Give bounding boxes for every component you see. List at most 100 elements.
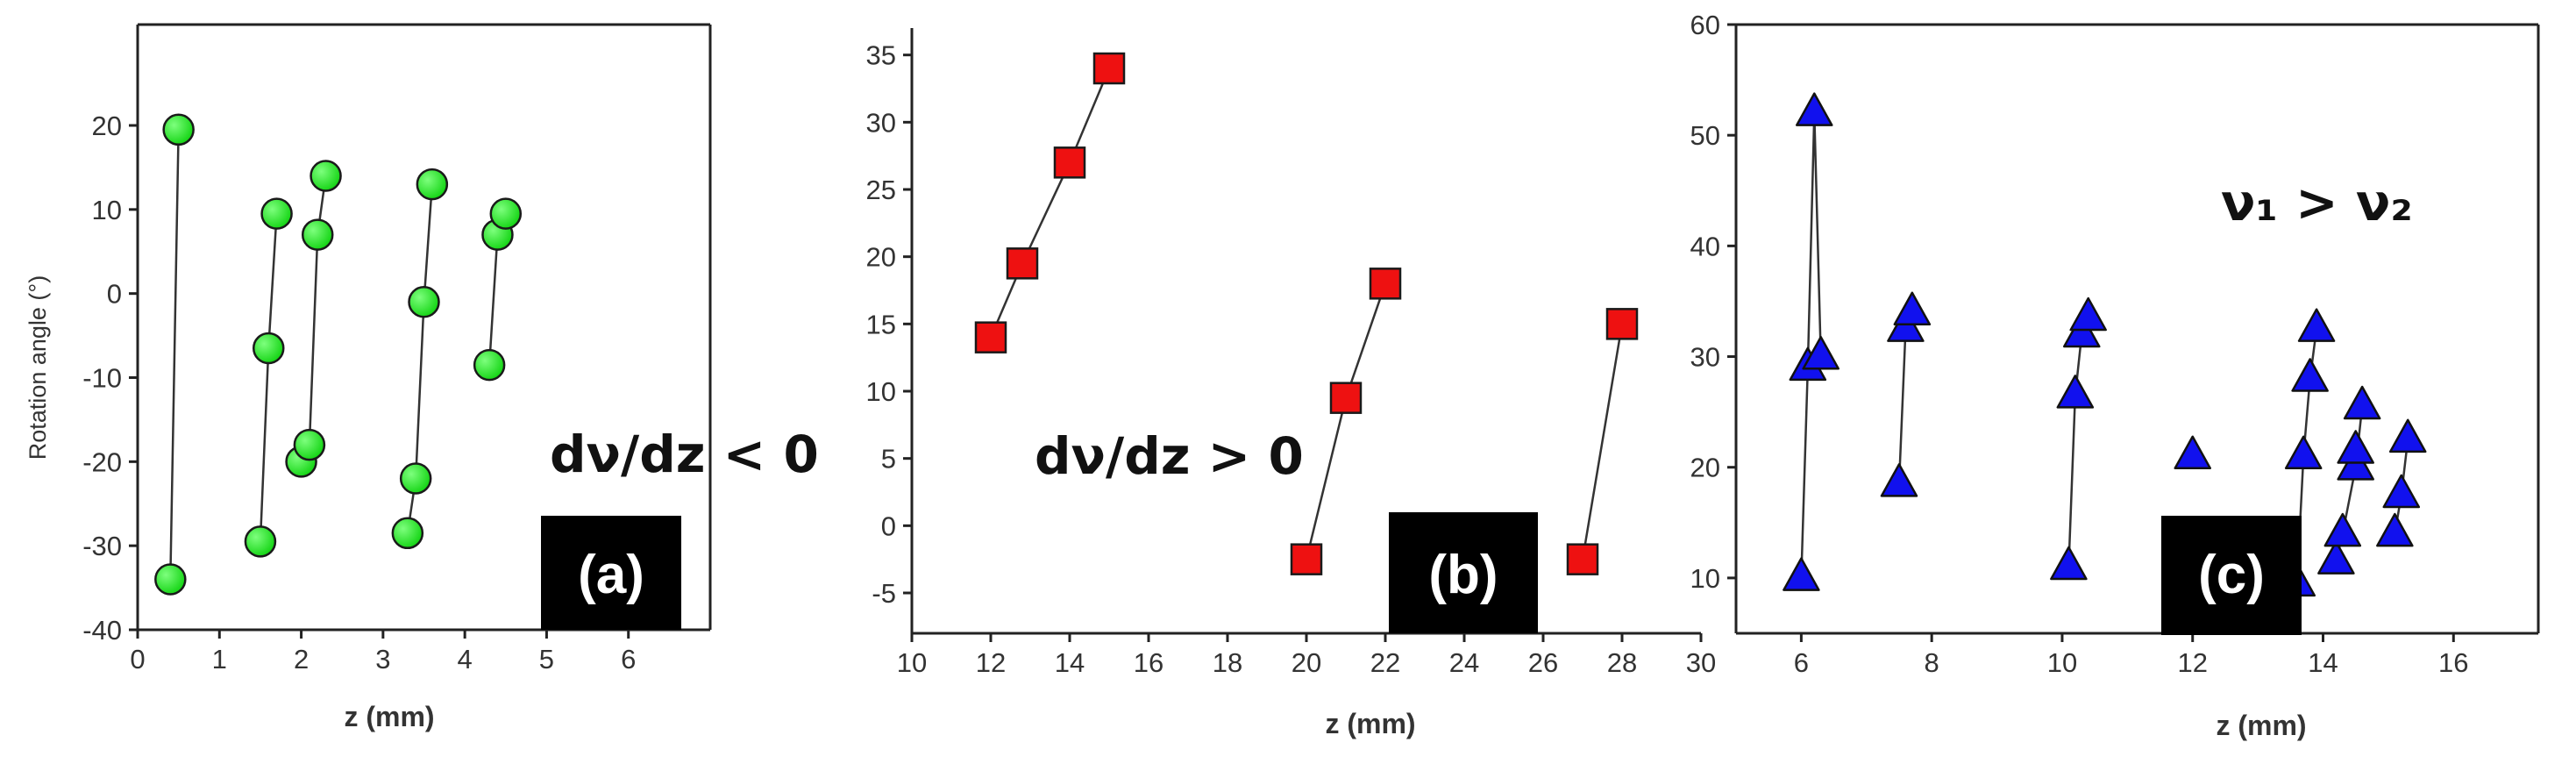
panel-b-tag-box: [1389, 512, 1538, 633]
panel-b-y-tick-label: 30: [866, 107, 896, 138]
panel-b-data-point: [1369, 268, 1402, 300]
panel-a-y-tick-label: -20: [82, 446, 122, 477]
panel-a-ylabel: Rotation angle (°): [25, 275, 51, 460]
panel-a: 0 1 2 3 4 5 6 -40 -30 -20 -10 0 10 20 z (mm) Rotation…: [25, 23, 819, 732]
panel-a-data-point: [244, 525, 277, 558]
panel-b-annotation: dν/dz > 0: [1035, 426, 1304, 486]
panel-c-y-tick-label: 40: [1690, 231, 1720, 261]
panel-b-tag: (b): [1428, 545, 1498, 605]
panel-c-data-point: [2337, 430, 2374, 464]
panel-c-y-tick-label: 10: [1690, 563, 1720, 594]
panel-a-x-tick-label: 2: [294, 644, 309, 675]
panel-c-annotation: ν₁ > ν₂: [2221, 173, 2413, 232]
panel-a-data-point: [260, 197, 293, 230]
panel-c-y-tick-label: 30: [1690, 342, 1720, 373]
panel-a-x-tick-label: 6: [621, 644, 636, 675]
panel-a-xlabel: z (mm): [344, 701, 434, 732]
panel-a-data-point: [399, 462, 432, 495]
panel-b-x-tick-label: 16: [1134, 647, 1163, 678]
panel-b-ticks: 10 12 14 16 18 20 22 24 26 28 30 -5 0 5 10 15 20 25 30 35: [866, 40, 1717, 678]
panel-a-tag-box: [541, 516, 681, 630]
panel-b: 10 12 14 16 18 20 22 24 26 28 30 -5 0 5 10 15 20 25 30 35 z…: [866, 28, 1717, 739]
panel-a-y-tick-label: 0: [107, 279, 122, 310]
panel-c-data-point: [1880, 463, 1918, 497]
panel-b-y-tick-label: 5: [881, 444, 896, 475]
panel-a-y-tick-label: -40: [82, 615, 122, 646]
panel-b-series-line: [989, 68, 1111, 339]
panel-c-x-tick-label: 14: [2308, 647, 2338, 678]
panel-b-data-point: [974, 321, 1007, 353]
panel-a-y-tick-label: 10: [92, 195, 122, 225]
panel-a-x-tick-label: 1: [212, 644, 227, 675]
panel-a-y-tick-label: -30: [82, 531, 122, 561]
panel-a-series-line: [406, 183, 434, 533]
panel-a-data-point: [489, 197, 523, 230]
panel-c-data-point: [1796, 92, 1833, 126]
panel-c-x-tick-label: 16: [2438, 647, 2468, 678]
panel-a-data-point: [253, 332, 285, 365]
panel-b-y-tick-label: 25: [866, 175, 896, 205]
panel-a-series-line: [169, 129, 180, 580]
panel-b-x-tick-label: 20: [1292, 647, 1321, 678]
panel-b-x-tick-label: 14: [1055, 647, 1085, 678]
panel-b-x-tick-label: 22: [1370, 647, 1400, 678]
panel-a-annotation: dν/dz < 0: [550, 425, 819, 484]
panel-c-data-point: [2343, 385, 2381, 420]
panel-a-data-point: [293, 428, 326, 461]
panel-b-x-tick-label: 18: [1213, 647, 1242, 678]
panel-b-marks: [974, 52, 1639, 575]
panel-a-data-point: [416, 168, 449, 201]
panel-b-series-line: [1581, 324, 1624, 560]
panel-a-data-point: [301, 218, 334, 251]
panel-a-x-tick-label: 0: [130, 644, 145, 675]
panel-c-x-tick-label: 10: [2047, 647, 2077, 678]
panel-c-ticks: 6 8 10 12 14 16 10 20 30 40 50 60: [1690, 10, 2469, 678]
panel-c-data-point: [2382, 474, 2421, 509]
panel-b-xlabel: z (mm): [1325, 708, 1415, 739]
panel-a-y-tick-label: 20: [92, 111, 122, 141]
panel-c-data-point: [1893, 291, 1932, 326]
panel-c-tag-box: [2161, 516, 2302, 635]
panel-b-data-point: [1605, 308, 1639, 340]
panel-b-frame: [910, 28, 1701, 635]
panel-a-data-point: [391, 517, 424, 550]
panel-a-x-tick-label: 4: [458, 644, 473, 675]
panel-a-ticks: 0 1 2 3 4 5 6 -40 -30 -20 -10 0 10 20: [82, 111, 636, 675]
panel-c-data-point: [2284, 435, 2323, 470]
panel-b-y-tick-label: -5: [872, 578, 896, 609]
panel-b-y-tick-label: 0: [881, 510, 896, 541]
panel-b-x-tick-label: 28: [1607, 647, 1637, 678]
panel-c: 6 8 10 12 14 16 10 20 30 40 50 60 z (mm) ν₁ > ν₂ (c…: [1690, 10, 2540, 741]
panel-a-series-line: [300, 175, 327, 462]
panel-b-data-point: [1566, 543, 1599, 575]
panel-b-series-line: [1305, 282, 1387, 560]
panel-a-x-tick-label: 5: [539, 644, 554, 675]
panel-a-data-point: [408, 286, 440, 318]
panel-c-series-line: [2067, 317, 2089, 568]
panel-c-series-line: [1800, 112, 1822, 578]
panel-c-data-point: [2056, 375, 2095, 409]
panel-b-y-tick-label: 15: [866, 309, 896, 339]
panel-a-y-tick-label: -10: [82, 363, 122, 394]
panel-b-x-tick-label: 30: [1686, 647, 1716, 678]
panel-b-data-point: [1329, 382, 1363, 414]
panel-c-x-tick-label: 6: [1794, 647, 1809, 678]
panel-b-y-tick-label: 35: [866, 40, 896, 71]
panel-c-data-point: [2174, 435, 2211, 470]
panel-c-data-point: [2376, 512, 2414, 547]
panel-c-data-point: [2069, 296, 2107, 332]
panel-c-data-point: [1783, 557, 1820, 591]
panel-c-x-tick-label: 8: [1925, 647, 1939, 678]
panel-b-data-point: [1053, 146, 1086, 179]
panel-c-data-point: [2050, 546, 2088, 581]
panel-c-data-point: [2323, 512, 2362, 547]
panel-a-x-tick-label: 3: [375, 644, 390, 675]
panel-c-x-tick-label: 12: [2177, 647, 2207, 678]
panel-b-data-point: [1290, 543, 1323, 575]
panel-c-data-point: [2388, 418, 2427, 453]
panel-a-data-point: [310, 160, 342, 192]
panel-c-marks: [1783, 92, 2427, 597]
panel-b-x-tick-label: 26: [1528, 647, 1558, 678]
panel-b-x-tick-label: 10: [897, 647, 927, 678]
